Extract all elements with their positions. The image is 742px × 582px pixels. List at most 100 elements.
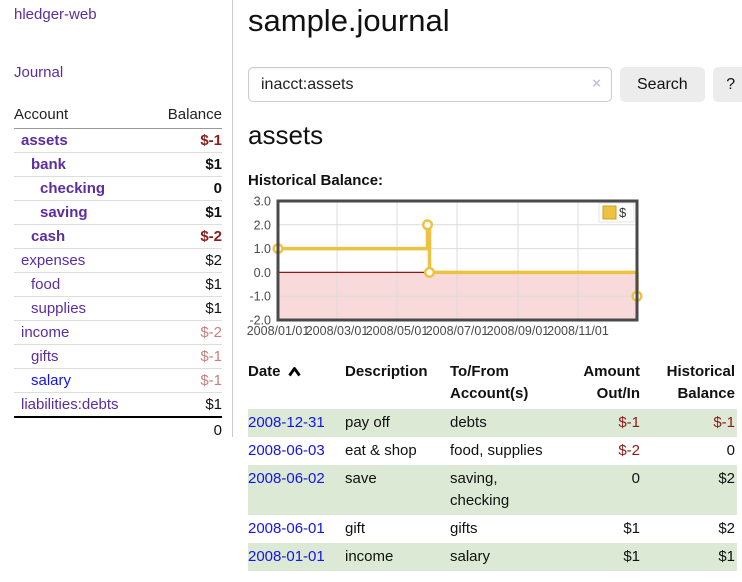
svg-text:2008/05/01: 2008/05/01	[366, 324, 429, 338]
transaction-accounts: salary	[450, 548, 491, 565]
account-balance: $-2	[200, 324, 222, 341]
transaction-date-link[interactable]: 2008-06-01	[248, 520, 325, 537]
account-link[interactable]: cash	[31, 228, 66, 245]
transaction-date-link[interactable]: 2008-06-03	[248, 442, 325, 459]
transaction-balance: $2	[718, 470, 735, 487]
transaction-description: pay off	[345, 414, 390, 431]
accounts-total-row: 0	[14, 416, 222, 443]
account-row-income: income $-2	[14, 320, 222, 344]
register-col-description: Description	[345, 363, 428, 380]
svg-text:-2.0: -2.0	[249, 314, 271, 328]
main-content: sample.journal × Search ? assets Histori…	[247, 0, 742, 582]
svg-text:2008/01/01: 2008/01/01	[247, 324, 310, 338]
account-link[interactable]: expenses	[21, 252, 86, 269]
account-link[interactable]: checking	[40, 180, 106, 197]
register-row: 2008-06-03 eat & shop food, supplies $-2…	[248, 437, 737, 465]
register-row: 2008-06-02 save saving, checking 0 $2	[248, 465, 737, 515]
search-form: × Search ?	[248, 67, 742, 102]
transaction-date-link[interactable]: 2008-01-01	[248, 548, 325, 565]
accounts-table: Account Balance assets $-1 bank $1 check…	[14, 102, 222, 443]
transaction-date-link[interactable]: 2008-12-31	[248, 414, 325, 431]
account-row-expenses: expenses $2	[14, 248, 222, 272]
transaction-balance: $1	[718, 548, 735, 565]
register-header-row: Date Description To/From Account(s) Amou…	[248, 357, 737, 409]
register-row: 2008-01-01 income salary $1 $1	[248, 543, 737, 571]
svg-text:3.0: 3.0	[254, 195, 271, 209]
account-link[interactable]: saving	[40, 204, 88, 221]
svg-text:2008/07/01: 2008/07/01	[426, 324, 489, 338]
accounts-col-account: Account	[14, 106, 69, 123]
account-link[interactable]: bank	[31, 156, 67, 173]
register-col-amount: Amount Out/In	[583, 363, 640, 402]
account-balance: $1	[205, 276, 222, 293]
account-row-food: food $1	[14, 272, 222, 296]
transaction-description: save	[345, 470, 377, 487]
svg-text:-1.0: -1.0	[249, 290, 271, 304]
account-row-liabilities-debts: liabilities:debts $1	[14, 392, 222, 416]
account-row-gifts: gifts $-1	[14, 344, 222, 368]
account-balance: $1	[205, 204, 222, 221]
account-link[interactable]: income	[21, 324, 70, 341]
svg-text:$: $	[619, 205, 627, 220]
page-title: sample.journal	[248, 3, 450, 38]
account-row-bank: bank $1	[14, 152, 222, 176]
account-balance: $1	[205, 396, 222, 413]
transaction-accounts: debts	[450, 414, 487, 431]
app-title-link[interactable]: hledger-web	[14, 6, 97, 23]
register-col-tofrom: To/From Account(s)	[450, 363, 529, 402]
register-col-balance: Historical Balance	[666, 363, 735, 402]
register-col-date[interactable]: Date	[248, 357, 345, 409]
account-row-supplies: supplies $1	[14, 296, 222, 320]
accounts-table-header: Account Balance	[14, 102, 222, 129]
search-box: ×	[248, 67, 612, 102]
svg-text:0.0: 0.0	[254, 266, 271, 280]
help-button[interactable]: ?	[712, 67, 742, 102]
transaction-accounts: food, supplies	[450, 442, 543, 459]
svg-text:1.0: 1.0	[254, 242, 271, 256]
register-col-date-label: Date	[248, 363, 281, 380]
register-row: 2008-12-31 pay off debts $-1 $-1	[248, 409, 737, 437]
historical-balance-chart[interactable]: $3.0 2.0 1.0 0.0 -1.0 -2.0 2008/01/01 2008/03/0…	[247, 195, 643, 342]
account-row-cash: cash $-2	[14, 224, 222, 248]
account-row-checking: checking 0	[14, 176, 222, 200]
account-balance: $-1	[200, 348, 222, 365]
account-balance: $-1	[200, 132, 222, 149]
svg-text:2008/03/01: 2008/03/01	[306, 324, 369, 338]
account-link[interactable]: liabilities:debts	[21, 396, 119, 413]
register-row: 2008-06-01 gift gifts $1 $2	[248, 515, 737, 543]
account-row-salary: salary $-1	[14, 368, 222, 392]
account-heading: assets	[248, 120, 324, 150]
transaction-amount: $-1	[618, 414, 640, 431]
transaction-description: income	[345, 548, 394, 565]
svg-text:2.0: 2.0	[254, 218, 271, 232]
transaction-accounts: saving, checking	[450, 470, 510, 509]
chart-title: Historical Balance:	[248, 172, 384, 189]
account-balance: $-1	[200, 372, 222, 389]
transaction-amount: 0	[631, 470, 640, 487]
search-input[interactable]	[248, 67, 612, 102]
account-balance: $2	[205, 252, 222, 269]
account-link[interactable]: food	[31, 276, 61, 293]
sort-ascending-icon	[287, 367, 301, 377]
svg-text:2008/09/01: 2008/09/01	[487, 324, 550, 338]
sidebar: hledger-web Journal Account Balance asse…	[0, 0, 232, 440]
transaction-amount: $1	[623, 520, 640, 537]
transaction-date-link[interactable]: 2008-06-02	[248, 470, 325, 487]
account-link[interactable]: salary	[31, 372, 72, 389]
transaction-balance: 0	[726, 442, 735, 459]
sidebar-item-journal[interactable]: Journal	[14, 64, 64, 81]
transaction-accounts: gifts	[450, 520, 478, 537]
transaction-description: gift	[345, 520, 366, 537]
svg-text:2008/11/01: 2008/11/01	[547, 324, 609, 338]
search-button[interactable]: Search	[620, 67, 705, 102]
transaction-description: eat & shop	[345, 442, 417, 459]
account-link[interactable]: supplies	[31, 300, 87, 317]
account-balance: $1	[205, 156, 222, 173]
account-link[interactable]: assets	[21, 132, 68, 149]
transaction-amount: $1	[623, 548, 640, 565]
clear-search-icon[interactable]: ×	[592, 75, 601, 92]
account-link[interactable]: gifts	[31, 348, 59, 365]
register-table: Date Description To/From Account(s) Amou…	[248, 357, 737, 571]
sidebar-divider	[232, 0, 233, 437]
accounts-total-value: 0	[213, 422, 222, 439]
